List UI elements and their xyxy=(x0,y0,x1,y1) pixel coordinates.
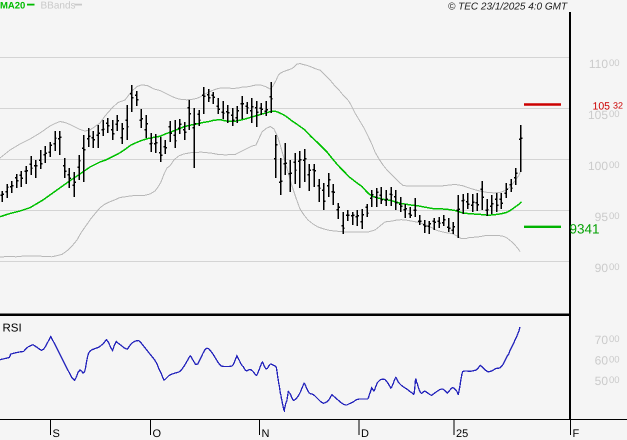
svg-text:00: 00 xyxy=(609,262,620,273)
svg-text:90: 90 xyxy=(595,261,609,275)
svg-text:00: 00 xyxy=(609,160,620,171)
svg-text:9341: 9341 xyxy=(570,222,600,237)
svg-text:O: O xyxy=(153,428,162,440)
svg-text:50: 50 xyxy=(595,374,609,388)
svg-text:70: 70 xyxy=(595,333,609,347)
svg-text:S: S xyxy=(53,428,60,440)
svg-text:100: 100 xyxy=(588,159,608,173)
svg-text:00: 00 xyxy=(609,211,620,222)
svg-text:00: 00 xyxy=(609,375,620,386)
svg-text:105: 105 xyxy=(588,108,608,122)
svg-text:110: 110 xyxy=(589,57,608,71)
svg-text:00: 00 xyxy=(609,58,620,69)
svg-text:D: D xyxy=(361,428,369,440)
svg-text:25: 25 xyxy=(456,428,468,440)
svg-text:F: F xyxy=(573,428,580,440)
svg-text:MA20: MA20 xyxy=(0,1,25,12)
svg-text:95: 95 xyxy=(595,210,609,224)
svg-text:00: 00 xyxy=(609,109,620,120)
svg-text:BBands: BBands xyxy=(41,1,76,12)
svg-text:00: 00 xyxy=(609,354,620,365)
svg-text:N: N xyxy=(262,428,270,440)
svg-text:105: 105 xyxy=(593,101,611,113)
svg-text:32: 32 xyxy=(613,101,623,111)
svg-text:RSI: RSI xyxy=(3,323,22,335)
svg-text:60: 60 xyxy=(595,353,609,367)
svg-text:© TEC 23/1/2025 4:0 GMT: © TEC 23/1/2025 4:0 GMT xyxy=(448,2,568,13)
svg-text:00: 00 xyxy=(609,334,620,345)
